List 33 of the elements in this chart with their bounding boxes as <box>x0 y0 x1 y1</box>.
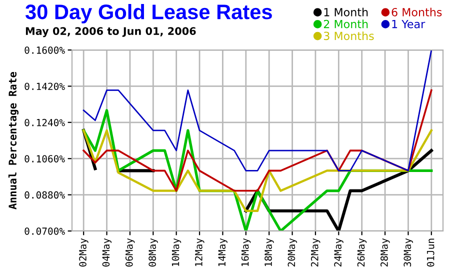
y-tick-label: 0.1600% <box>24 46 65 54</box>
y-axis-title: Annual Percentage Rate <box>8 72 19 210</box>
x-tick-label: 08May <box>148 238 158 267</box>
x-tick-label: 04May <box>102 238 112 267</box>
x-tick-label: 12May <box>195 238 204 266</box>
x-tick-label: 28May <box>380 238 390 266</box>
chart-title: 30 Day Gold Lease Rates <box>25 4 272 24</box>
x-tick-label: 26May <box>357 238 367 266</box>
line-series <box>82 50 432 172</box>
line-series <box>82 129 433 212</box>
x-tick-label: 24May <box>334 238 344 266</box>
x-tick-label: 02May <box>79 238 88 267</box>
y-tick-label: 0.0880% <box>24 191 65 199</box>
x-tick-label: 30May <box>404 238 413 267</box>
x-tick-label: 01Jun <box>426 238 434 267</box>
x-tick-label: 20May <box>288 238 298 266</box>
y-tick-label: 0.1060% <box>24 155 65 162</box>
chart-subtitle: May 02, 2006 to Jun 01, 2006 <box>26 27 196 38</box>
legend-label: 6 Months <box>392 8 442 16</box>
legend-label: 3 Months <box>324 32 374 40</box>
legend-label: 1 Year <box>392 20 426 28</box>
line-series <box>82 89 432 192</box>
x-tick-label: 22May <box>310 238 320 266</box>
y-tick-label: 0.0700% <box>24 228 65 235</box>
x-tick-label: 10May <box>172 238 182 266</box>
y-tick-label: 0.1420% <box>24 82 65 90</box>
x-tick-label: 18May <box>264 238 274 266</box>
x-tick-label: 06May <box>125 238 135 267</box>
x-tick-label: 16May <box>241 238 251 266</box>
legend-label: 1 Month <box>324 8 368 16</box>
x-tick-label: 14May <box>218 238 228 266</box>
legend-label: 2 Month <box>324 20 368 28</box>
y-tick-label: 0.1240% <box>24 118 65 126</box>
